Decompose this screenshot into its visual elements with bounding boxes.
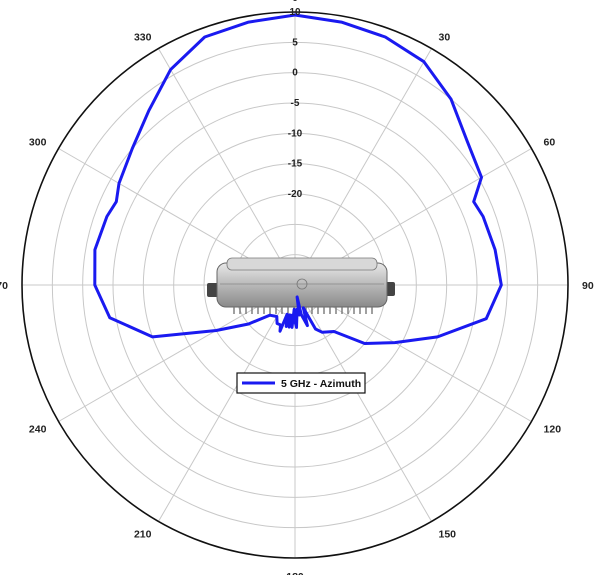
angle-tick-label: 30 <box>439 31 451 43</box>
grid-spoke <box>158 48 296 286</box>
grid-spoke <box>158 284 296 522</box>
angle-tick-label: 60 <box>544 137 556 149</box>
angle-tick-label: 330 <box>134 31 152 43</box>
series-line-0 <box>93 13 503 345</box>
radial-tick-label: -20 <box>288 189 303 200</box>
grid-spoke <box>58 284 296 422</box>
radial-tick-label: 10 <box>289 7 301 18</box>
angle-tick-label: 180 <box>286 571 304 575</box>
angle-tick-label: 150 <box>439 529 457 541</box>
angle-tick-label: 270 <box>0 280 8 292</box>
series-layer <box>93 13 503 345</box>
grid-spoke <box>294 48 432 286</box>
angle-tick-label: 120 <box>544 424 562 436</box>
grid-spoke <box>294 284 532 422</box>
outer-ring <box>21 11 569 559</box>
legend: 5 GHz - Azimuth <box>236 372 366 394</box>
radial-tick-label: -5 <box>291 98 300 109</box>
radial-tick-label: 0 <box>292 68 298 79</box>
legend-box <box>236 372 366 394</box>
radial-tick-label: -10 <box>288 128 303 139</box>
legend-label: 5 GHz - Azimuth <box>281 378 361 390</box>
radial-tick-label: 5 <box>292 37 298 48</box>
angle-tick-label: 90 <box>582 280 594 292</box>
grid-spoke <box>294 284 432 522</box>
radial-tick-label: -15 <box>288 159 303 170</box>
angle-tick-label: 300 <box>29 137 47 149</box>
access-point-device-image <box>207 257 395 314</box>
angle-tick-label: 210 <box>134 529 152 541</box>
angle-tick-label: 240 <box>29 424 47 436</box>
angle-tick-label: 0 <box>292 0 298 4</box>
